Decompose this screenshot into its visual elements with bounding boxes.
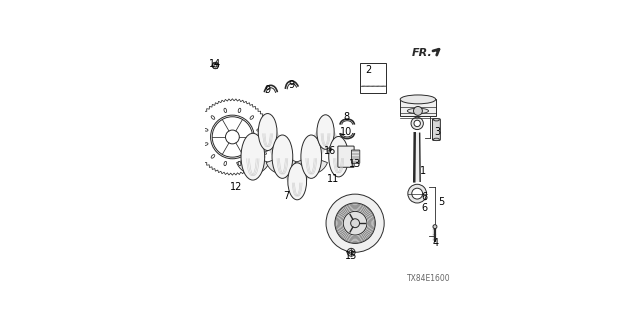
Text: 12: 12 [230, 182, 243, 192]
Text: 6: 6 [422, 203, 428, 213]
Ellipse shape [250, 155, 253, 158]
Text: 15: 15 [345, 251, 357, 261]
Ellipse shape [257, 129, 261, 131]
Wedge shape [295, 157, 328, 174]
Ellipse shape [204, 143, 208, 145]
FancyBboxPatch shape [338, 146, 354, 167]
Ellipse shape [250, 116, 253, 119]
Ellipse shape [329, 136, 348, 177]
Text: 5: 5 [438, 197, 444, 207]
Ellipse shape [238, 161, 241, 166]
Wedge shape [266, 157, 299, 174]
Ellipse shape [329, 149, 332, 151]
Ellipse shape [259, 114, 277, 150]
Circle shape [408, 184, 427, 203]
Text: 13: 13 [349, 159, 361, 169]
Text: 1: 1 [420, 166, 426, 176]
Text: 3: 3 [435, 127, 441, 137]
Circle shape [411, 117, 423, 130]
Text: TX84E1600: TX84E1600 [407, 274, 451, 283]
Ellipse shape [301, 135, 321, 178]
Ellipse shape [224, 161, 227, 166]
Ellipse shape [288, 163, 307, 200]
FancyBboxPatch shape [400, 100, 436, 116]
Circle shape [414, 120, 420, 127]
Ellipse shape [433, 138, 440, 141]
Circle shape [412, 188, 422, 199]
Circle shape [335, 203, 375, 244]
Text: 9: 9 [264, 85, 271, 95]
Ellipse shape [238, 108, 241, 113]
Circle shape [413, 107, 422, 115]
Ellipse shape [272, 135, 292, 178]
Polygon shape [414, 133, 420, 181]
Text: 9: 9 [288, 80, 294, 90]
Text: FR.: FR. [412, 48, 433, 58]
Ellipse shape [211, 155, 215, 158]
Text: 4: 4 [433, 238, 439, 248]
Circle shape [348, 248, 355, 256]
Circle shape [351, 219, 360, 228]
Circle shape [211, 115, 254, 159]
Circle shape [339, 154, 346, 160]
Text: 7: 7 [283, 191, 289, 201]
Bar [360, 63, 386, 92]
Ellipse shape [224, 108, 227, 113]
FancyBboxPatch shape [433, 119, 440, 140]
Text: 10: 10 [340, 127, 353, 137]
Ellipse shape [257, 143, 261, 145]
Ellipse shape [407, 108, 429, 114]
Text: 2: 2 [365, 65, 371, 76]
Ellipse shape [317, 115, 334, 149]
Ellipse shape [400, 95, 436, 104]
Text: 6: 6 [422, 192, 428, 202]
Wedge shape [237, 157, 269, 174]
Circle shape [343, 212, 367, 235]
Text: 8: 8 [344, 112, 349, 122]
Text: 14: 14 [209, 59, 221, 69]
Circle shape [337, 151, 348, 162]
Circle shape [326, 194, 384, 252]
Circle shape [433, 225, 437, 228]
Ellipse shape [433, 118, 440, 121]
Circle shape [212, 62, 219, 69]
FancyBboxPatch shape [351, 150, 360, 163]
Text: 11: 11 [327, 174, 339, 184]
Ellipse shape [204, 129, 208, 131]
Ellipse shape [241, 133, 265, 180]
Ellipse shape [211, 116, 215, 119]
Text: 16: 16 [324, 146, 336, 156]
